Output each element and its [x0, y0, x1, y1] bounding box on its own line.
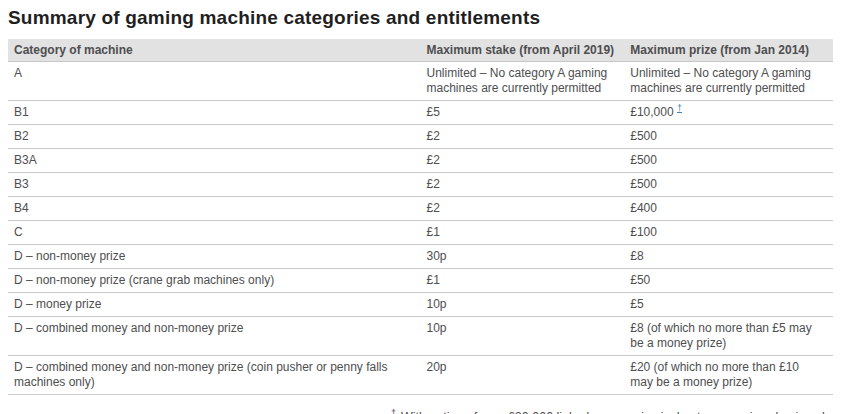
max-prize-value: £100 [630, 225, 657, 239]
max-stake-cell: 10p [421, 317, 625, 356]
max-prize-cell: £50 [624, 269, 833, 293]
max-prize-value: £10,000 [630, 105, 673, 119]
max-prize-cell: £8 [624, 245, 833, 269]
max-prize-value: £5 [630, 297, 643, 311]
column-header-category: Category of machine [8, 39, 421, 62]
footnote-text: With option of max £20,000 linked progre… [401, 410, 831, 414]
max-prize-value: £500 [630, 177, 657, 191]
category-cell: C [8, 221, 421, 245]
max-prize-cell: £500 [624, 173, 833, 197]
table-row: D – non-money prize30p £8 [8, 245, 833, 269]
page: Summary of gaming machine categories and… [0, 0, 841, 414]
category-cell: B3 [8, 173, 421, 197]
max-prize-value: Unlimited – No category A gaming machine… [630, 66, 811, 95]
table-row: C£1 £100 [8, 221, 833, 245]
max-stake-cell: £2 [421, 125, 625, 149]
max-prize-cell: £10,000 † [624, 101, 833, 125]
max-prize-value: £8 (of which no more than £5 may be a mo… [630, 321, 811, 350]
category-cell: D – combined money and non-money prize (… [8, 356, 421, 395]
max-prize-cell: £20 (of which no more than £10 may be a … [624, 356, 833, 395]
max-prize-value: £20 (of which no more than £10 may be a … [630, 360, 799, 389]
column-header-max-stake: Maximum stake (from April 2019) [421, 39, 625, 62]
footnote: † With option of max £20,000 linked progr… [8, 408, 833, 414]
table-row: D – combined money and non-money prize10… [8, 317, 833, 356]
max-stake-cell: £2 [421, 149, 625, 173]
table-header: Category of machine Maximum stake (from … [8, 39, 833, 62]
footnote-reference-link[interactable]: † [677, 103, 682, 113]
max-prize-value: £400 [630, 201, 657, 215]
max-prize-value: £8 [630, 249, 643, 263]
category-cell: D – combined money and non-money prize [8, 317, 421, 356]
table-row: B3A£2 £500 [8, 149, 833, 173]
category-cell: D – non-money prize [8, 245, 421, 269]
gaming-machine-table: Category of machine Maximum stake (from … [8, 39, 833, 395]
table-row: B3£2 £500 [8, 173, 833, 197]
max-prize-cell: £5 [624, 293, 833, 317]
max-stake-cell: Unlimited – No category A gaming machine… [421, 62, 625, 101]
max-prize-value: £500 [630, 153, 657, 167]
max-stake-cell: 20p [421, 356, 625, 395]
table-body: AUnlimited – No category A gaming machin… [8, 62, 833, 395]
table-row: B4£2 £400 [8, 197, 833, 221]
max-stake-cell: 30p [421, 245, 625, 269]
table-row: D – money prize10p £5 [8, 293, 833, 317]
footnote-reference: † [677, 103, 682, 113]
page-title: Summary of gaming machine categories and… [8, 0, 833, 39]
max-stake-cell: £2 [421, 173, 625, 197]
max-prize-cell: £8 (of which no more than £5 may be a mo… [624, 317, 833, 356]
max-stake-cell: £1 [421, 269, 625, 293]
max-stake-cell: £1 [421, 221, 625, 245]
max-stake-cell: £5 [421, 101, 625, 125]
column-header-max-prize: Maximum prize (from Jan 2014) [624, 39, 833, 62]
max-stake-cell: 10p [421, 293, 625, 317]
max-prize-value: £50 [630, 273, 650, 287]
category-cell: B2 [8, 125, 421, 149]
category-cell: B3A [8, 149, 421, 173]
table-row: B1£5£10,000 † [8, 101, 833, 125]
table-row: D – combined money and non-money prize (… [8, 356, 833, 395]
category-cell: B1 [8, 101, 421, 125]
table-row: D – non-money prize (crane grab machines… [8, 269, 833, 293]
category-cell: B4 [8, 197, 421, 221]
table-row: AUnlimited – No category A gaming machin… [8, 62, 833, 101]
max-stake-cell: £2 [421, 197, 625, 221]
max-prize-value: £500 [630, 129, 657, 143]
category-cell: D – non-money prize (crane grab machines… [8, 269, 421, 293]
category-cell: A [8, 62, 421, 101]
table-header-row: Category of machine Maximum stake (from … [8, 39, 833, 62]
footnote-marker: † [391, 408, 396, 414]
max-prize-cell: £500 [624, 125, 833, 149]
max-prize-cell: £500 [624, 149, 833, 173]
max-prize-cell: £400 [624, 197, 833, 221]
category-cell: D – money prize [8, 293, 421, 317]
max-prize-cell: £100 [624, 221, 833, 245]
max-prize-cell: Unlimited – No category A gaming machine… [624, 62, 833, 101]
table-row: B2£2 £500 [8, 125, 833, 149]
